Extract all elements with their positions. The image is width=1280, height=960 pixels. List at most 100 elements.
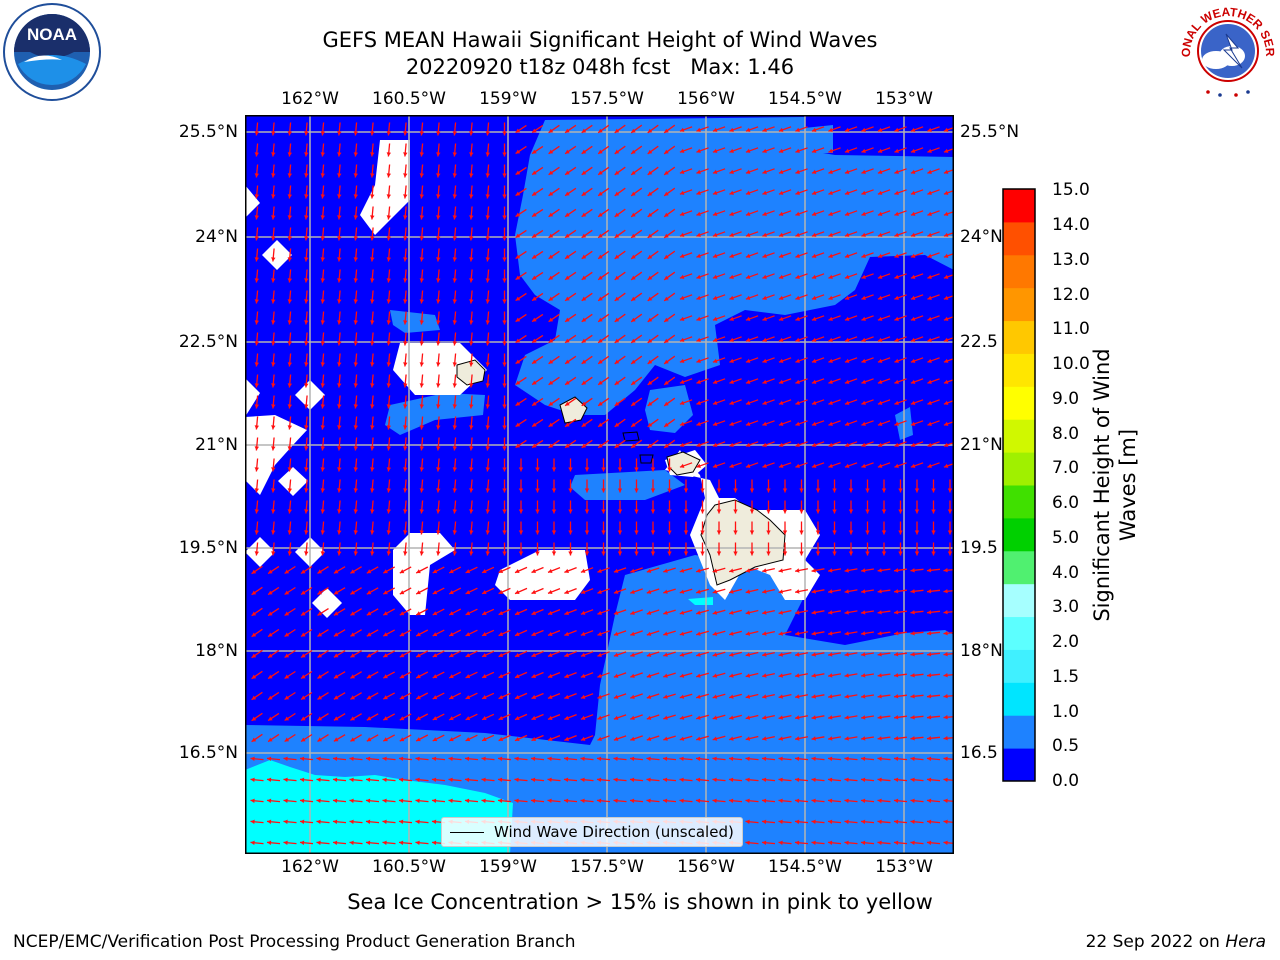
wind-wave-arrow [514, 608, 528, 616]
wind-wave-arrow [469, 458, 474, 472]
wind-wave-arrow [860, 589, 875, 594]
wind-wave-arrow [316, 798, 330, 803]
wind-wave-arrow [943, 441, 954, 447]
wind-wave-arrow [931, 521, 936, 535]
wind-wave-arrow [403, 395, 408, 409]
wind-wave-arrow [530, 756, 545, 761]
map-subtitle: 20220920 t18z 048h fcst Max: 1.46 [405, 55, 795, 79]
wind-wave-arrow [415, 629, 429, 637]
wind-wave-arrow [548, 145, 560, 155]
wind-wave-arrow [729, 294, 742, 300]
wind-wave-arrow [729, 231, 742, 237]
wind-wave-arrow [827, 673, 842, 678]
wind-wave-arrow [502, 290, 507, 304]
wind-wave-arrow [448, 692, 462, 700]
wind-wave-arrow [646, 777, 660, 782]
wind-wave-arrow [728, 756, 743, 761]
colorbar-tick: 1.5 [1052, 667, 1080, 687]
lat-tick-right: 24°N [960, 227, 1003, 247]
wind-wave-arrow [432, 650, 445, 658]
wind-wave-arrow [514, 650, 528, 658]
wind-wave-arrow [250, 777, 264, 782]
wind-wave-arrow [284, 691, 296, 701]
wind-wave-arrow [317, 587, 329, 595]
wind-wave-arrow [630, 166, 643, 176]
wind-wave-arrow [502, 353, 507, 367]
wind-wave-arrow [370, 458, 375, 472]
wind-wave-arrow [415, 713, 429, 721]
wind-wave-arrow [601, 521, 606, 535]
wind-wave-arrow [712, 693, 726, 699]
wind-wave-arrow [564, 145, 577, 155]
wind-wave-arrow [254, 395, 259, 409]
wind-wave-arrow [700, 479, 705, 493]
wind-wave-arrow [581, 376, 593, 386]
wind-wave-arrow [877, 273, 891, 279]
wind-wave-arrow [647, 250, 659, 260]
noaa-logo-text: NOAA [27, 25, 77, 44]
wind-wave-arrow [712, 231, 726, 237]
wind-wave-arrow [452, 311, 457, 325]
colorbar-band [1003, 419, 1035, 453]
wind-wave-arrow [832, 479, 837, 493]
wind-wave-arrow [943, 273, 954, 279]
map-legend: Wind Wave Direction (unscaled) [441, 817, 743, 847]
wind-wave-arrow [465, 608, 478, 616]
wind-wave-arrow [419, 122, 424, 136]
wind-wave-arrow [452, 122, 457, 136]
wind-wave-arrow [647, 355, 659, 365]
wind-wave-arrow [502, 395, 507, 409]
wind-wave-arrow [518, 458, 524, 472]
wind-wave-arrow [481, 671, 495, 679]
wind-wave-arrow [844, 441, 858, 447]
wind-wave-arrow [535, 500, 540, 514]
wind-wave-arrow [580, 588, 594, 594]
wind-wave-arrow [877, 399, 891, 405]
wind-wave-arrow [927, 189, 940, 195]
wind-wave-arrow [337, 521, 342, 535]
wind-wave-arrow [597, 250, 610, 260]
wind-wave-arrow [745, 840, 759, 845]
wind-wave-arrow [614, 208, 626, 218]
wind-wave-arrow [630, 208, 643, 218]
wind-wave-arrow [370, 374, 375, 388]
wind-wave-arrow [431, 777, 446, 782]
wind-wave-arrow [498, 734, 511, 742]
wind-wave-arrow [861, 231, 874, 237]
wind-wave-arrow [267, 733, 280, 743]
wind-wave-arrow [646, 714, 660, 720]
wind-wave-arrow [778, 189, 792, 195]
lon-tick-bottom: 157.5°W [570, 857, 644, 877]
wind-wave-arrow [419, 542, 424, 556]
wind-wave-arrow [679, 231, 693, 237]
wind-wave-arrow [712, 420, 726, 426]
wind-wave-arrow [287, 437, 292, 451]
wind-wave-arrow [663, 292, 676, 302]
wind-wave-arrow [647, 376, 659, 386]
wind-wave-arrow [284, 565, 296, 575]
wind-wave-arrow [613, 714, 627, 720]
wind-wave-arrow [646, 609, 660, 615]
wind-wave-arrow [283, 777, 297, 782]
wind-wave-arrow [860, 819, 875, 824]
wind-wave-arrow [370, 521, 375, 535]
wind-wave-arrow [683, 500, 689, 514]
wind-wave-arrow [436, 269, 441, 283]
wind-wave-arrow [284, 670, 296, 680]
wind-wave-arrow [337, 206, 342, 220]
wind-wave-arrow [514, 734, 528, 742]
wind-wave-arrow [947, 479, 953, 493]
wind-wave-arrow [497, 777, 512, 782]
wind-wave-arrow [761, 798, 776, 803]
wind-wave-arrow [877, 231, 891, 237]
wind-wave-arrow [452, 542, 457, 556]
wind-wave-arrow [614, 334, 626, 344]
wind-wave-arrow [548, 439, 560, 449]
wind-wave-arrow [794, 840, 809, 845]
wind-wave-arrow [614, 313, 626, 323]
wind-wave-arrow [469, 437, 474, 451]
wind-wave-arrow [712, 441, 726, 447]
lat-tick-right: 22.5 [960, 332, 998, 352]
wind-wave-arrow [729, 168, 742, 174]
wind-wave-arrow [729, 210, 742, 216]
